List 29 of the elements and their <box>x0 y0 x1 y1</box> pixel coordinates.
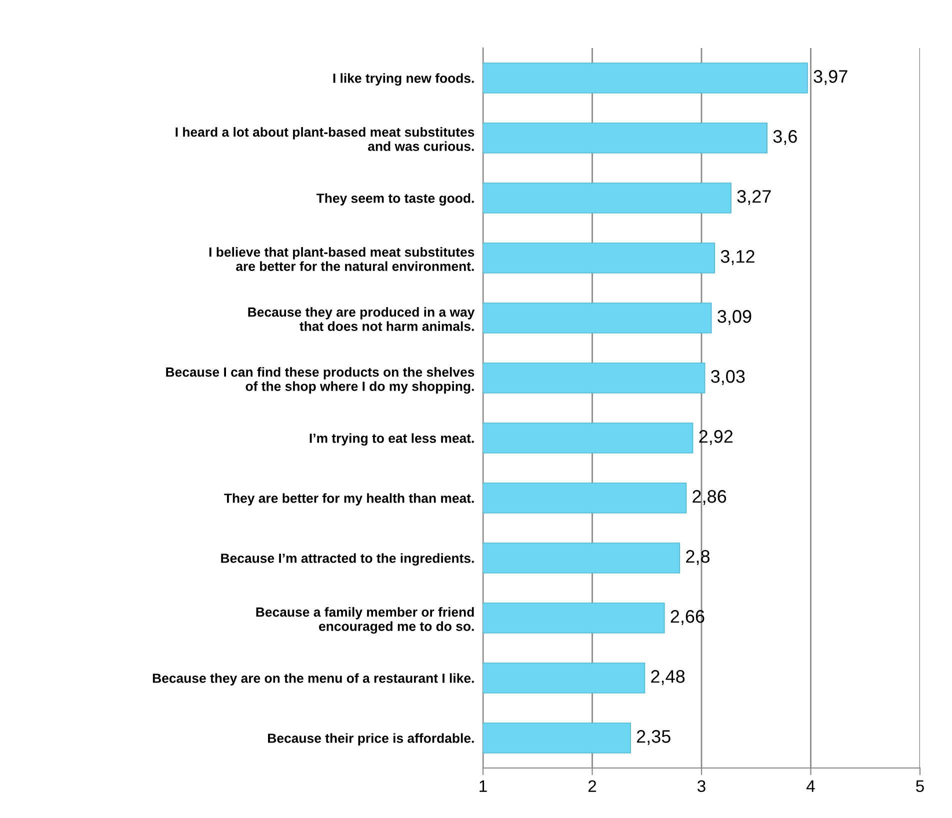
data-label: 2,66 <box>670 610 704 625</box>
data-label: 2,86 <box>692 490 726 505</box>
data-label: 2,48 <box>651 670 685 685</box>
y-tick-label: Because I’m attracted to the ingredients. <box>221 553 474 566</box>
y-tick-label: Because their price is affordable. <box>268 733 474 746</box>
y-tick-label: They seem to taste good. <box>316 193 474 206</box>
y-tick-label: They are better for my health than meat. <box>224 493 474 506</box>
y-tick-label: I like trying new foods. <box>333 73 474 86</box>
x-tick-label: 3 <box>698 780 706 792</box>
x-tick-label: 4 <box>806 780 815 792</box>
y-tick-label: Because they are produced in a way that does not harm animals. <box>248 307 475 331</box>
y-tick-label: I heard a lot about plant-based meat substitutes and was curious. <box>176 127 474 151</box>
data-label: 2,8 <box>686 550 710 565</box>
data-label: 3,03 <box>711 370 745 385</box>
data-label: 2,35 <box>636 730 670 745</box>
data-label: 3,27 <box>737 190 771 205</box>
data-label: 3,12 <box>720 250 754 265</box>
data-label: 3,09 <box>718 310 752 325</box>
data-label: 2,92 <box>699 430 733 445</box>
y-tick-label: Because I can find these products on the shelves of the shop where I do my shopping. <box>166 367 474 394</box>
data-label: 3,6 <box>773 130 797 145</box>
y-tick-label: I believe that plant-based meat substitutes are better for the natural environment. <box>209 247 474 271</box>
x-tick-label: 5 <box>916 780 924 792</box>
y-tick-label: Because a family member or friend encouraged me to do so. <box>256 607 474 634</box>
y-tick-label: Because they are on the menu of a restaurant I like. <box>152 673 474 686</box>
y-tick-label: I’m trying to eat less meat. <box>310 433 474 446</box>
x-tick-label: 1 <box>480 780 487 792</box>
x-tick-label: 2 <box>588 780 596 792</box>
data-label: 3,97 <box>814 70 848 85</box>
